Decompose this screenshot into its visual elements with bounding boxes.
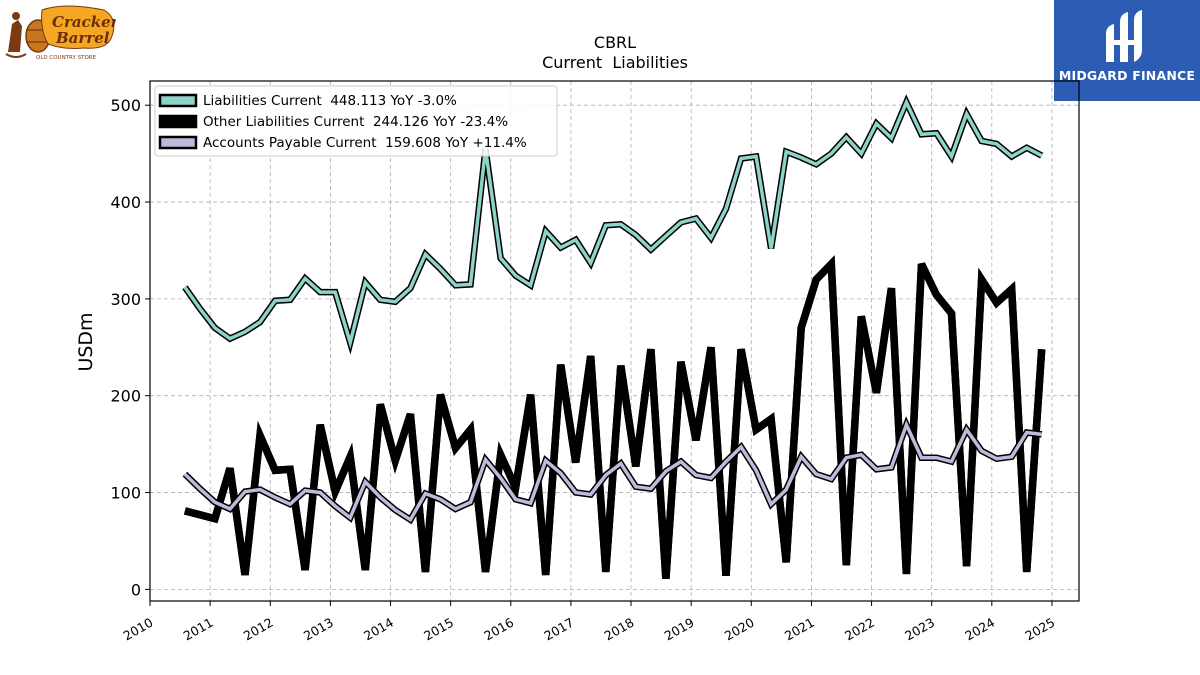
x-tick-label: 2016 <box>481 615 516 644</box>
x-tick-label: 2018 <box>601 615 636 644</box>
series-1 <box>183 255 1046 579</box>
midgard-finance-logo-icon <box>1106 10 1142 62</box>
series-layer <box>182 94 1046 579</box>
svg-text:Barrel: Barrel <box>55 29 110 47</box>
midgard-finance-wordmark: MIDGARD FINANCE <box>1058 68 1196 83</box>
x-tick-label: 2017 <box>541 615 576 644</box>
chart-subtitle: Current Liabilities <box>542 53 688 72</box>
x-tick-label: 2010 <box>120 615 155 644</box>
legend-swatch <box>158 135 198 150</box>
x-tick-label: 2023 <box>902 615 937 644</box>
series-line <box>183 255 1046 579</box>
y-tick-label: 300 <box>110 290 141 309</box>
x-tick-label: 2019 <box>662 615 697 644</box>
grid <box>149 81 1079 601</box>
x-tick-label: 2021 <box>782 615 817 644</box>
legend-label: Other Liabilities Current 244.126 YoY -2… <box>203 114 508 130</box>
x-tick-label: 2011 <box>181 615 216 644</box>
cracker-barrel-tagline: OLD COUNTRY STORE <box>36 55 97 61</box>
x-tick-label: 2025 <box>1022 615 1057 644</box>
chart-title: CBRL <box>594 33 636 52</box>
legend-label: Liabilities Current 448.113 YoY -3.0% <box>203 93 457 109</box>
plot-frame <box>149 80 1080 602</box>
midgard-finance-logo: MIDGARD FINANCE <box>1054 0 1200 101</box>
svg-text:Cracker: Cracker <box>52 13 116 31</box>
x-tick-label: 2024 <box>962 615 997 644</box>
x-tick-label: 2012 <box>241 615 276 644</box>
x-tick-label: 2013 <box>301 615 336 644</box>
x-tick-label: 2014 <box>361 615 396 644</box>
legend-label: Accounts Payable Current 159.608 YoY +11… <box>203 135 527 151</box>
x-tick-label: 2015 <box>421 615 456 644</box>
x-tick-label: 2022 <box>842 615 877 644</box>
y-tick-label: 400 <box>110 193 141 212</box>
legend-swatch <box>158 93 198 108</box>
x-tick-label: 2020 <box>722 615 757 644</box>
cracker-barrel-logo: Cracker Barrel OLD COUNTRY STORE <box>4 4 120 64</box>
y-axis-label: USDm <box>75 312 97 371</box>
series-line <box>183 420 1042 523</box>
y-tick-label: 500 <box>110 96 141 115</box>
legend-box <box>154 85 558 157</box>
y-tick-label: 100 <box>110 484 141 503</box>
series-2 <box>182 416 1043 525</box>
legend: Liabilities Current 448.113 YoY -3.0% Oth… <box>154 85 558 157</box>
legend-swatch <box>158 114 198 129</box>
y-tick-label: 0 <box>131 580 141 599</box>
series-line <box>183 97 1043 350</box>
cracker-barrel-logo-icon: Cracker Barrel <box>5 5 120 58</box>
series-0 <box>182 94 1044 355</box>
y-tick-label: 200 <box>110 387 141 406</box>
